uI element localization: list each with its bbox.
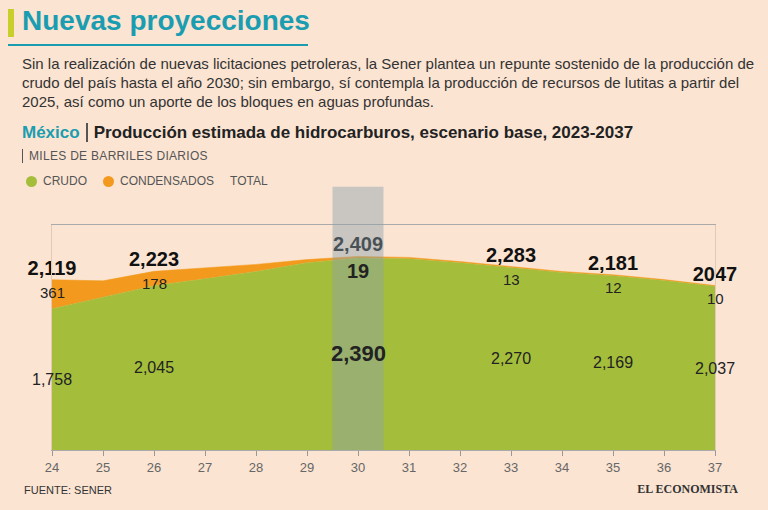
html-text:México: México bbox=[22, 123, 80, 142]
svg-text:361: 361 bbox=[40, 284, 65, 301]
svg-text:35: 35 bbox=[606, 460, 620, 475]
html-text:Producción estimada de hidroca: Producción estimada de hidrocarburos, es… bbox=[93, 123, 634, 142]
svg-text:31: 31 bbox=[402, 460, 416, 475]
svg-text:1,758: 1,758 bbox=[32, 371, 72, 388]
svg-text:2,390: 2,390 bbox=[331, 341, 386, 366]
svg-text:2,270: 2,270 bbox=[491, 350, 531, 367]
svg-text:30: 30 bbox=[351, 460, 365, 475]
svg-text:32: 32 bbox=[453, 460, 467, 475]
svg-text:2,181: 2,181 bbox=[588, 252, 638, 274]
html-text:EL ECONOMISTA: EL ECONOMISTA bbox=[637, 482, 738, 496]
svg-text:13: 13 bbox=[503, 271, 520, 288]
svg-text:2,119: 2,119 bbox=[28, 257, 77, 279]
html-text:FUENTE: SENER: FUENTE: SENER bbox=[24, 484, 112, 496]
svg-text:2047: 2047 bbox=[693, 263, 738, 285]
html-text:CRUDO: CRUDO bbox=[43, 174, 87, 188]
svg-text:33: 33 bbox=[504, 460, 518, 475]
svg-text:26: 26 bbox=[147, 460, 161, 475]
svg-text:34: 34 bbox=[555, 460, 569, 475]
svg-text:2,169: 2,169 bbox=[593, 354, 633, 371]
html-text:TOTAL: TOTAL bbox=[230, 174, 268, 188]
svg-text:2,223: 2,223 bbox=[129, 248, 179, 270]
svg-text:36: 36 bbox=[657, 460, 671, 475]
html-text:MILES DE BARRILES DIARIOS: MILES DE BARRILES DIARIOS bbox=[29, 149, 208, 163]
html-text:Nuevas proyecciones: Nuevas proyecciones bbox=[22, 5, 310, 36]
svg-text:19: 19 bbox=[347, 260, 369, 282]
svg-text:24: 24 bbox=[45, 460, 59, 475]
svg-text:28: 28 bbox=[249, 460, 263, 475]
svg-text:2,283: 2,283 bbox=[486, 244, 536, 266]
svg-text:2,045: 2,045 bbox=[134, 359, 174, 376]
html-text:Sin la realización de nuevas l: Sin la realización de nuevas licitacione… bbox=[22, 55, 755, 110]
svg-text:27: 27 bbox=[198, 460, 212, 475]
svg-text:29: 29 bbox=[300, 460, 314, 475]
svg-text:2,037: 2,037 bbox=[695, 360, 735, 377]
svg-text:178: 178 bbox=[142, 275, 167, 292]
html-text:CONDENSADOS: CONDENSADOS bbox=[120, 174, 214, 188]
svg-text:12: 12 bbox=[605, 279, 622, 296]
svg-text:37: 37 bbox=[708, 460, 722, 475]
svg-text:25: 25 bbox=[96, 460, 110, 475]
svg-text:2,409: 2,409 bbox=[333, 233, 383, 255]
svg-text:10: 10 bbox=[707, 290, 724, 307]
